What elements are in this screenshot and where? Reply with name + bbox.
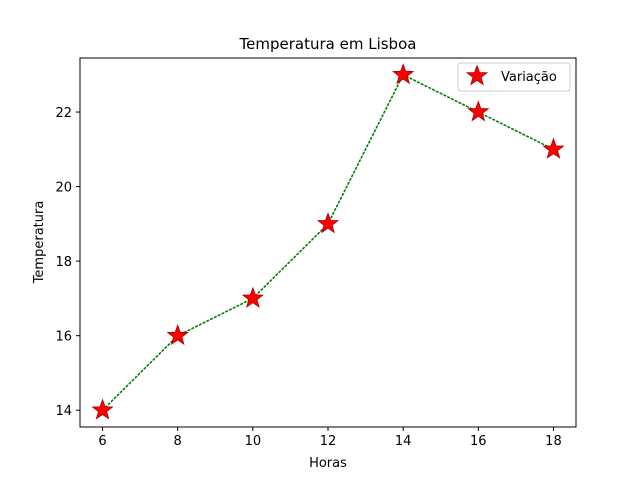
- legend: Variação: [457, 62, 571, 92]
- plot-frame: [79, 57, 577, 428]
- x-tick-label: 18: [545, 434, 562, 449]
- y-axis-title: Temperatura: [32, 201, 47, 285]
- x-tick-label: 14: [395, 434, 412, 449]
- data-point-star: [91, 398, 114, 420]
- x-tick-label: 10: [245, 434, 262, 449]
- y-tick-label: 18: [55, 255, 72, 270]
- y-tick-label: 20: [55, 181, 72, 196]
- data-point-star: [241, 286, 264, 308]
- x-tick-label: 12: [320, 434, 337, 449]
- series-line: [101, 73, 555, 412]
- y-axis: 14 16 18 20 22: [55, 106, 80, 419]
- data-point-star: [316, 212, 340, 234]
- data-point-star: [392, 63, 415, 85]
- chart-title: Temperatura em Lisboa: [239, 35, 417, 53]
- x-tick-label: 6: [98, 434, 106, 449]
- plot-area: [79, 57, 577, 428]
- legend-label: Variação: [501, 70, 557, 85]
- data-point-star: [166, 323, 189, 346]
- series-layer: [91, 63, 565, 420]
- y-tick-label: 22: [55, 106, 72, 121]
- x-tick-label: 8: [174, 434, 182, 449]
- x-axis: 6 8 10 12 14 16 18: [98, 427, 562, 449]
- legend-box: [457, 62, 571, 92]
- data-point-star: [542, 137, 565, 159]
- legend-star: [465, 64, 489, 86]
- x-axis-title: Horas: [309, 456, 347, 471]
- x-tick-label: 16: [470, 434, 487, 449]
- legend-star-marker: [465, 64, 489, 86]
- y-tick-label: 14: [55, 404, 72, 419]
- data-point-star: [467, 100, 490, 122]
- y-tick-label: 16: [55, 330, 72, 345]
